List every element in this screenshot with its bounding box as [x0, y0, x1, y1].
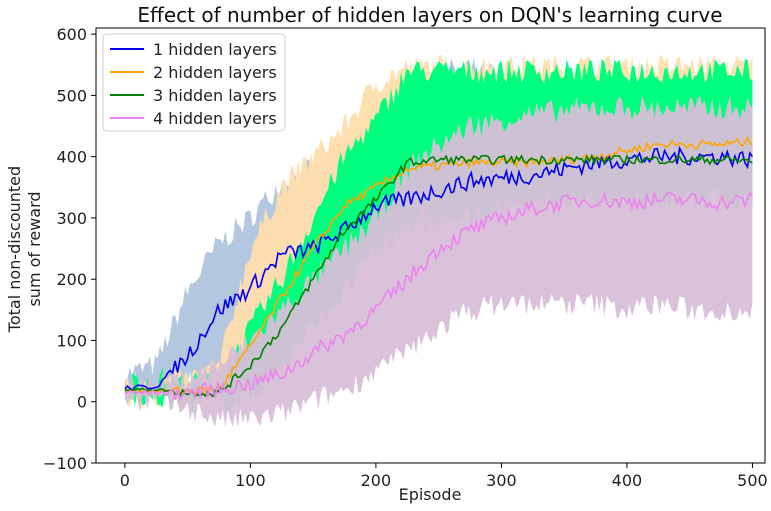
line-series-4 — [124, 190, 753, 402]
series-lines — [124, 135, 754, 402]
legend-label-2: 2 hidden layers — [153, 63, 277, 82]
confidence-bands — [124, 54, 753, 428]
plot-frame — [95, 27, 766, 464]
legend-label-1: 1 hidden layers — [153, 40, 277, 59]
y-tick-label: 0 — [77, 393, 87, 412]
chart-title: Effect of number of hidden layers on DQN… — [137, 3, 722, 27]
y-axis-label-line2: sum of reward — [25, 191, 44, 306]
y-axis-label: Total non-discounted sum of reward — [5, 166, 44, 333]
x-tick-label: 100 — [235, 471, 266, 490]
y-axis-ticks: −100 0 100 200 300 400 500 600 — [43, 25, 96, 473]
x-tick-label: 200 — [361, 471, 392, 490]
legend-box — [102, 33, 286, 132]
y-tick-label: 100 — [56, 331, 87, 350]
x-tick-label: 500 — [737, 471, 768, 490]
x-tick-label: 400 — [612, 471, 643, 490]
y-tick-label: 600 — [56, 25, 87, 44]
legend-label-3: 3 hidden layers — [153, 86, 277, 105]
y-tick-label: 300 — [56, 209, 87, 228]
y-tick-label: 400 — [56, 148, 87, 167]
legend-label-4: 4 hidden layers — [153, 109, 277, 128]
legend: 1 hidden layers 2 hidden layers 3 hidden… — [102, 33, 286, 132]
x-tick-label: 300 — [486, 471, 517, 490]
y-tick-label: −100 — [43, 454, 87, 473]
y-tick-label: 200 — [56, 270, 87, 289]
x-tick-label: 0 — [120, 471, 130, 490]
x-axis-label: Episode — [399, 485, 462, 504]
line-series-3 — [124, 153, 753, 398]
x-axis-ticks: 0 100 200 300 400 500 — [120, 463, 768, 490]
band-series-4 — [124, 95, 753, 428]
y-axis-label-line1: Total non-discounted — [5, 166, 24, 333]
line-series-2 — [124, 135, 753, 395]
y-tick-label: 500 — [56, 86, 87, 105]
